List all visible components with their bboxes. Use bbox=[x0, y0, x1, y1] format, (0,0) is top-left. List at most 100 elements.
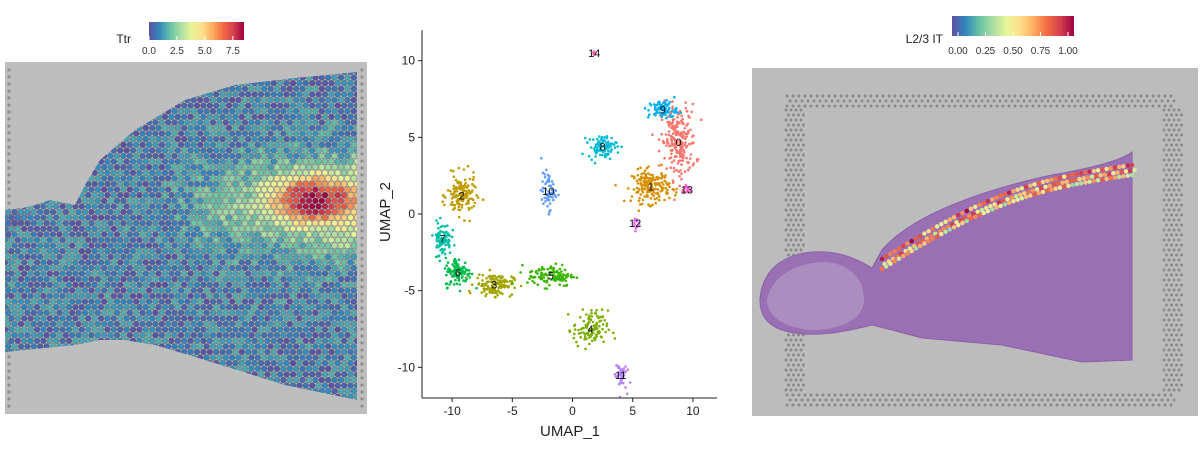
umap-point-cluster-3 bbox=[481, 283, 484, 286]
umap-point-cluster-0 bbox=[688, 143, 691, 146]
expression-spot bbox=[133, 142, 139, 148]
expression-spot bbox=[242, 355, 248, 361]
expression-spot bbox=[25, 254, 31, 260]
background-spot bbox=[834, 105, 837, 108]
expression-spot bbox=[338, 97, 344, 103]
expression-spot bbox=[201, 159, 207, 165]
expression-spot bbox=[293, 310, 299, 316]
umap-point-cluster-10 bbox=[548, 179, 551, 182]
expression-spot bbox=[293, 108, 299, 114]
umap-point-cluster-3 bbox=[493, 291, 496, 294]
expression-spot bbox=[159, 299, 165, 305]
expression-spot bbox=[156, 204, 162, 210]
expression-spot bbox=[44, 288, 50, 294]
expression-spot bbox=[194, 237, 200, 243]
expression-spot bbox=[245, 338, 251, 344]
expression-spot bbox=[239, 237, 245, 243]
expression-spot bbox=[303, 372, 309, 378]
umap-point-cluster-11 bbox=[624, 386, 627, 389]
umap-point-cluster-3 bbox=[498, 275, 501, 278]
expression-spot bbox=[60, 316, 66, 322]
expression-spot bbox=[140, 265, 146, 271]
expression-spot bbox=[101, 310, 107, 316]
expression-spot bbox=[309, 215, 315, 221]
expression-spot bbox=[226, 181, 232, 187]
expression-spot bbox=[201, 271, 207, 277]
expression-spot bbox=[117, 159, 123, 165]
umap-point-cluster-5 bbox=[557, 274, 560, 277]
expression-spot bbox=[21, 260, 27, 266]
expression-spot bbox=[114, 299, 120, 305]
expression-spot bbox=[313, 97, 319, 103]
background-spot bbox=[360, 173, 363, 176]
expression-spot bbox=[201, 237, 207, 243]
expression-spot bbox=[348, 114, 354, 120]
expression-spot bbox=[306, 142, 312, 148]
expression-spot bbox=[98, 260, 104, 266]
expression-spot bbox=[281, 377, 287, 383]
expression-spot bbox=[261, 332, 267, 338]
expression-spot bbox=[261, 288, 267, 294]
expression-spot bbox=[41, 327, 47, 333]
expression-spot bbox=[297, 159, 303, 165]
umap-point-cluster-0 bbox=[658, 138, 661, 141]
expression-spot bbox=[290, 204, 296, 210]
expression-spot bbox=[325, 187, 331, 193]
expression-spot bbox=[50, 254, 56, 260]
expression-spot bbox=[297, 248, 303, 254]
expression-spot bbox=[290, 148, 296, 154]
expression-spot bbox=[50, 288, 56, 294]
expression-spot bbox=[300, 232, 306, 238]
umap-point-cluster-4 bbox=[595, 309, 598, 312]
umap-point-cluster-2 bbox=[473, 205, 476, 208]
umap-point-cluster-7 bbox=[435, 219, 438, 222]
umap-point-cluster-2 bbox=[447, 189, 450, 192]
expression-spot bbox=[204, 220, 210, 226]
expression-spot bbox=[159, 310, 165, 316]
expression-spot bbox=[34, 304, 40, 310]
expression-spot bbox=[185, 153, 191, 159]
expression-spot bbox=[341, 260, 347, 266]
background-spot bbox=[837, 399, 840, 402]
expression-spot bbox=[114, 332, 120, 338]
expression-spot bbox=[274, 97, 280, 103]
expression-spot bbox=[303, 260, 309, 266]
expression-spot bbox=[89, 198, 95, 204]
expression-spot bbox=[287, 198, 293, 204]
expression-spot bbox=[165, 176, 171, 182]
expression-spot bbox=[105, 192, 111, 198]
expression-spot bbox=[44, 321, 50, 327]
expression-spot bbox=[300, 265, 306, 271]
expression-spot bbox=[178, 276, 184, 282]
expression-spot bbox=[159, 131, 165, 137]
umap-point-cluster-0 bbox=[665, 133, 668, 136]
expression-spot bbox=[268, 366, 274, 372]
expression-spot bbox=[204, 232, 210, 238]
umap-point-cluster-5 bbox=[538, 276, 541, 279]
umap-point-cluster-1 bbox=[664, 176, 667, 179]
expression-spot bbox=[261, 176, 267, 182]
expression-spot bbox=[194, 148, 200, 154]
expression-spot bbox=[290, 248, 296, 254]
expression-spot bbox=[335, 114, 341, 120]
umap-point-cluster-1 bbox=[675, 191, 678, 194]
expression-spot bbox=[69, 254, 75, 260]
expression-spot bbox=[284, 248, 290, 254]
umap-point-cluster-1 bbox=[657, 188, 660, 191]
expression-spot bbox=[277, 237, 283, 243]
expression-spot bbox=[143, 260, 149, 266]
expression-spot bbox=[165, 321, 171, 327]
umap-point-cluster-0 bbox=[663, 157, 666, 160]
expression-spot bbox=[79, 316, 85, 322]
umap-point-cluster-4 bbox=[595, 327, 598, 330]
umap-point-cluster-1 bbox=[638, 209, 641, 212]
umap-point-cluster-4 bbox=[595, 334, 598, 337]
expression-spot bbox=[338, 377, 344, 383]
expression-spot bbox=[236, 355, 242, 361]
expression-spot bbox=[5, 209, 11, 215]
expression-spot bbox=[223, 310, 229, 316]
expression-spot bbox=[236, 108, 242, 114]
expression-spot bbox=[345, 355, 351, 361]
